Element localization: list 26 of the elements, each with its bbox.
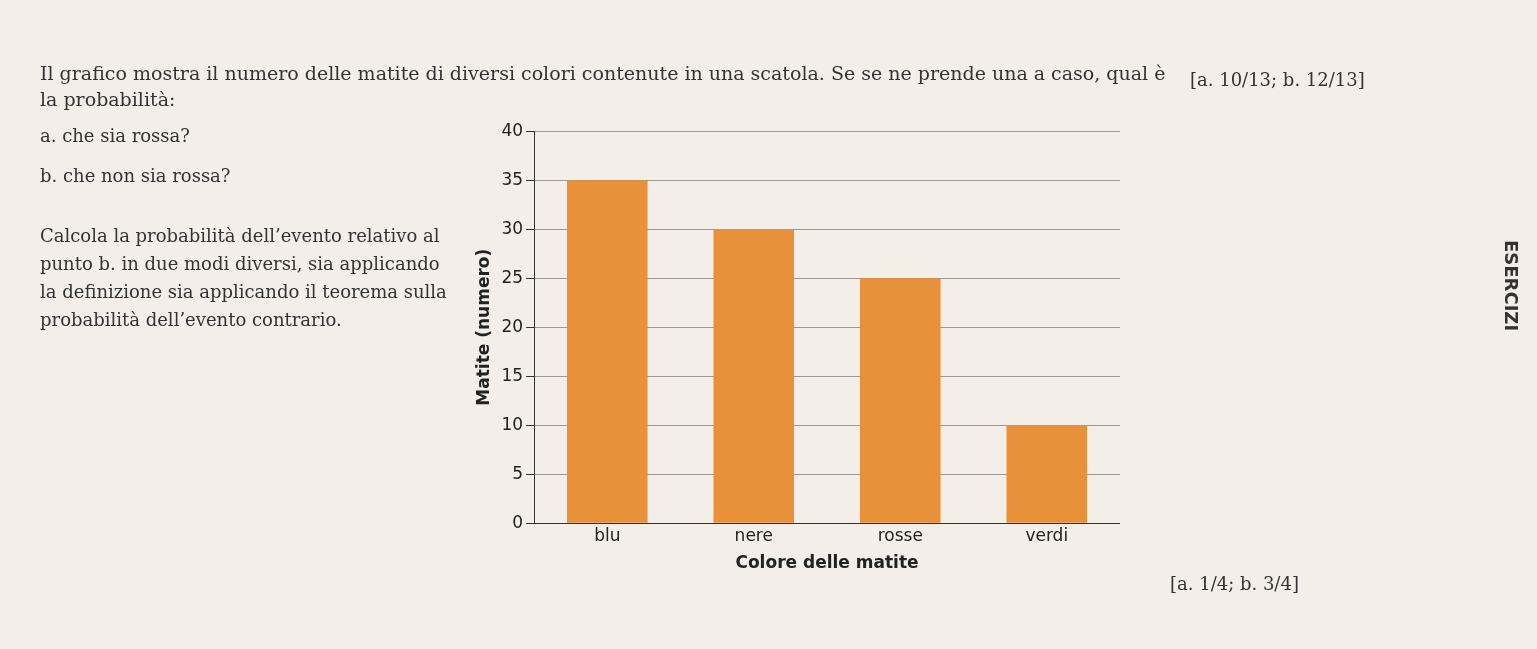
x-tick-label: nere [734, 524, 773, 545]
x-axis-title: Colore delle matite [735, 552, 919, 573]
x-tick-label: verdi [1025, 524, 1069, 545]
y-tick-label: 0 [512, 511, 524, 532]
x-tick-label: blu [594, 524, 621, 545]
bar [1006, 425, 1088, 523]
bar [859, 278, 941, 523]
y-tick-label: 35 [501, 168, 524, 189]
y-tick-label: 10 [501, 413, 524, 434]
y-tick-label: 15 [501, 364, 524, 385]
text: [a. 10/13; b. 12/13] [1190, 68, 1366, 92]
chart-title: Il grafico mostra il numero delle matite di diversi colori contenute in una scatola. Se se ne prende una a caso, qual è la probabilità: [40, 61, 1167, 112]
y-axis-title: Matite (numero) [472, 248, 493, 406]
y-tick-label: 30 [501, 217, 524, 238]
y-tick-label: 25 [501, 266, 524, 287]
y-tick-label: 20 [501, 315, 524, 336]
y-tick-label: 5 [512, 462, 524, 483]
y-tick-label: 40 [501, 119, 524, 140]
text: Calcola la probabilità dell’evento relativo al punto b. in due modi diversi, sia applicando la definizione sia applicando il teorema sulla probabilità dell’evento contrario. [40, 224, 448, 332]
text: [a. 1/4; b. 3/4] [1170, 572, 1300, 596]
text: ESERCIZI [1500, 240, 1523, 332]
text: a. che sia rossa? [40, 124, 191, 148]
x-tick-label: rosse [877, 524, 923, 545]
text: b. che non sia rossa? [40, 164, 232, 188]
bar [713, 229, 795, 523]
bar [566, 180, 648, 523]
